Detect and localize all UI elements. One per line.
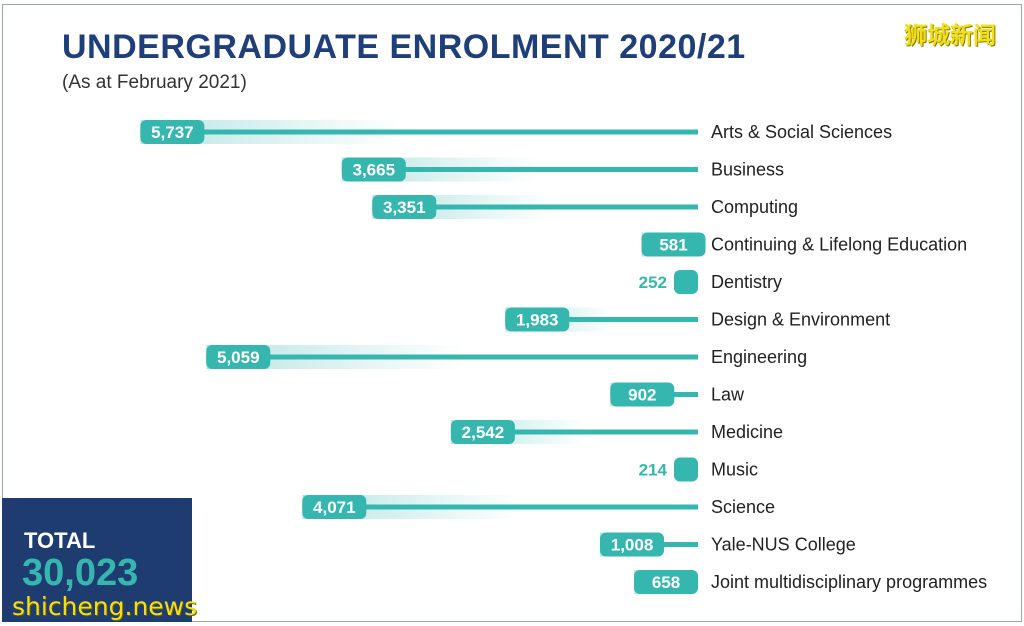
total-box: TOTAL 30,023	[2, 498, 192, 622]
watermark-top: 狮城新闻	[904, 23, 996, 49]
bar-value-label: 4,071	[313, 498, 356, 517]
bar-row: 1,983 Design & Environment	[505, 307, 890, 332]
category-label: Engineering	[711, 347, 807, 367]
bar-row: 1,008 Yale-NUS College	[600, 532, 856, 557]
bar-value-label: 1,008	[611, 536, 654, 555]
bar-value-pill	[140, 120, 205, 144]
category-label: Dentistry	[711, 272, 782, 292]
bar-line	[206, 354, 698, 360]
bar-value-pill	[641, 232, 706, 257]
category-label: Law	[711, 385, 745, 405]
bar-line	[140, 129, 699, 135]
bar-value-square	[674, 457, 698, 482]
bar-value-pill	[302, 495, 367, 519]
category-label: Arts & Social Sciences	[711, 122, 892, 142]
category-label: Medicine	[711, 422, 783, 442]
bar-value-pill	[505, 307, 570, 332]
bar-row: 214 Music	[639, 457, 758, 482]
bar-row: 581 Continuing & Lifelong Education	[641, 232, 967, 257]
bar-value-pill	[372, 195, 437, 219]
category-label: Design & Environment	[711, 310, 890, 330]
chart-title: UNDERGRADUATE ENROLMENT 2020/21	[62, 28, 746, 66]
bar-value-pill	[610, 382, 675, 407]
category-label: Joint multidisciplinary programmes	[711, 572, 987, 592]
category-label: Science	[711, 497, 775, 517]
bar-value-label: 5,737	[151, 123, 194, 142]
bar-value-label: 1,983	[516, 311, 559, 330]
bar-row: 4,071 Science	[302, 495, 775, 519]
bar-value-label: 252	[639, 273, 667, 292]
bar-row: 3,665 Business	[341, 157, 784, 182]
bar-value-square	[674, 270, 698, 294]
chart-frame	[2, 4, 1022, 622]
bar-value-pill	[600, 532, 665, 557]
bar-value-label: 5,059	[217, 348, 260, 367]
category-label: Business	[711, 160, 784, 180]
bar-row: 658 Joint multidisciplinary programmes	[634, 570, 987, 594]
bar-row: 5,059 Engineering	[206, 345, 807, 369]
bar-value-label: 581	[659, 236, 687, 255]
bar-value-pill	[341, 157, 406, 182]
bar-line	[505, 317, 698, 322]
bar-line	[341, 167, 698, 172]
bar-value-label: 902	[628, 386, 656, 405]
bar-value-label: 658	[652, 573, 680, 592]
bar-value-pill	[450, 420, 515, 444]
watermark-bottom: shicheng.news	[12, 592, 198, 621]
bar-value-label: 3,351	[383, 198, 426, 217]
category-label: Continuing & Lifelong Education	[711, 235, 967, 255]
bar-value-pill	[206, 345, 271, 369]
bar-row: 252 Dentistry	[639, 270, 782, 294]
bar-value-label: 2,542	[462, 423, 505, 442]
category-label: Yale-NUS College	[711, 535, 856, 555]
bar-line	[450, 429, 698, 435]
bar-row: 5,737 Arts & Social Sciences	[140, 120, 892, 144]
total-label: TOTAL	[24, 528, 96, 553]
category-label: Music	[711, 460, 758, 480]
total-value: 30,023	[22, 552, 139, 594]
bar-value-label: 3,665	[352, 161, 395, 180]
bar-line	[372, 204, 698, 210]
bar-row: 902 Law	[610, 382, 745, 407]
bar-line	[302, 504, 698, 510]
bar-value-pill	[634, 570, 699, 594]
bar-row: 3,351 Computing	[372, 195, 798, 219]
category-label: Computing	[711, 197, 798, 217]
bar-row: 2,542 Medicine	[450, 420, 783, 444]
bar-value-label: 214	[639, 461, 668, 480]
chart-subtitle: (As at February 2021)	[62, 72, 247, 93]
